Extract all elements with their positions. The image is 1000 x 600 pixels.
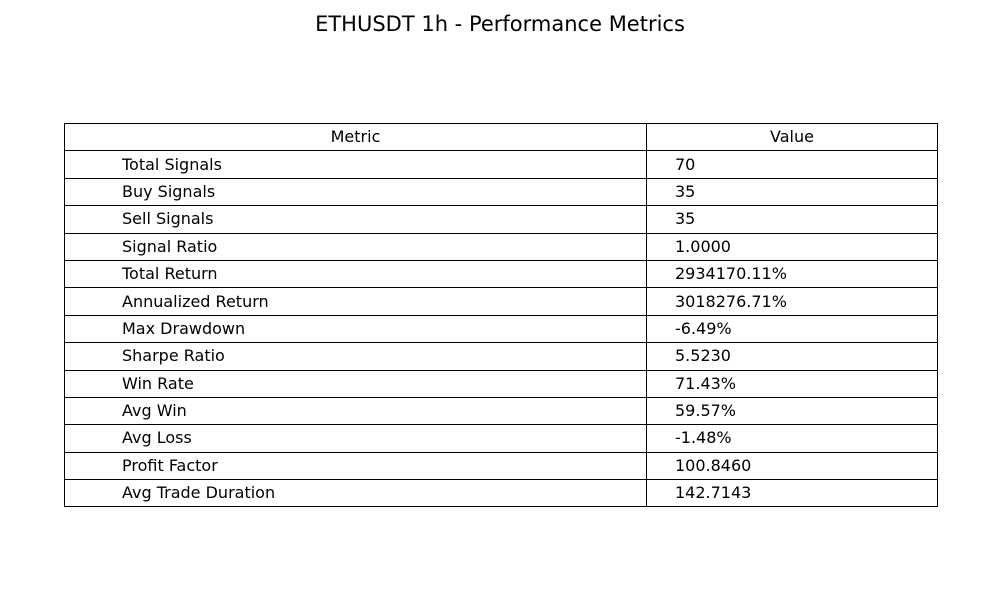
table-body: Total Signals 70 Buy Signals 35 Sell Signals…	[64, 150, 938, 508]
column-header-value: Value	[646, 122, 938, 152]
table-row: Total Return 2934170.11%	[64, 259, 938, 289]
metric-value-cell: 71.43%	[646, 369, 938, 398]
table-row: Buy Signals 35	[64, 177, 938, 207]
metric-name-cell: Avg Win	[64, 396, 647, 426]
table-row: Max Drawdown -6.49%	[64, 314, 938, 344]
table-row: Profit Factor 100.8460	[64, 451, 938, 481]
metric-name-cell: Total Return	[64, 259, 647, 289]
table-row: Sharpe Ratio 5.5230	[64, 342, 938, 371]
metric-value-cell: 5.5230	[646, 342, 938, 371]
metrics-table: Metric Value Total Signals 70 Buy Signals 3…	[64, 122, 938, 508]
metric-name-cell: Total Signals	[64, 150, 647, 179]
metric-value-cell: 35	[646, 205, 938, 234]
metric-name-cell: Signal Ratio	[64, 232, 647, 261]
metric-name-cell: Avg Loss	[64, 424, 647, 453]
metric-name-cell: Annualized Return	[64, 287, 647, 316]
metric-value-cell: 35	[646, 177, 938, 207]
table-row: Annualized Return 3018276.71%	[64, 287, 938, 316]
metric-name-cell: Avg Trade Duration	[64, 479, 647, 508]
metric-value-cell: 100.8460	[646, 451, 938, 481]
metric-name-cell: Win Rate	[64, 369, 647, 398]
metric-value-cell: 70	[646, 150, 938, 179]
metric-value-cell: 2934170.11%	[646, 259, 938, 289]
table-row: Signal Ratio 1.0000	[64, 232, 938, 261]
table-row: Sell Signals 35	[64, 205, 938, 234]
table-row: Avg Trade Duration 142.7143	[64, 479, 938, 508]
metric-value-cell: 59.57%	[646, 396, 938, 426]
metric-name-cell: Profit Factor	[64, 451, 647, 481]
column-header-metric: Metric	[64, 122, 647, 152]
metric-value-cell: 3018276.71%	[646, 287, 938, 316]
metric-name-cell: Sell Signals	[64, 205, 647, 234]
metric-value-cell: 142.7143	[646, 479, 938, 508]
metric-value-cell: -6.49%	[646, 314, 938, 344]
table-row: Win Rate 71.43%	[64, 369, 938, 398]
table-row: Avg Loss -1.48%	[64, 424, 938, 453]
chart-title: ETHUSDT 1h - Performance Metrics	[315, 12, 685, 36]
metric-name-cell: Max Drawdown	[64, 314, 647, 344]
metric-name-cell: Buy Signals	[64, 177, 647, 207]
table-header-row: Metric Value	[64, 122, 938, 152]
table-row: Avg Win 59.57%	[64, 396, 938, 426]
metric-name-cell: Sharpe Ratio	[64, 342, 647, 371]
metric-value-cell: -1.48%	[646, 424, 938, 453]
table-row: Total Signals 70	[64, 150, 938, 179]
metric-value-cell: 1.0000	[646, 232, 938, 261]
